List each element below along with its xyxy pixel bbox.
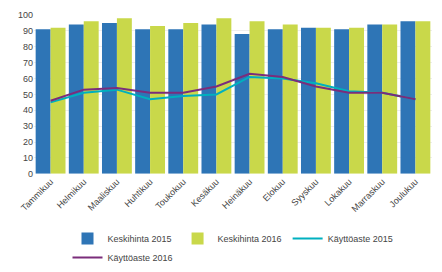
svg-text:Keskihinta 2016: Keskihinta 2016 [218, 234, 282, 244]
svg-text:Toukokuu: Toukokuu [154, 177, 188, 211]
svg-text:Kesäkuu: Kesäkuu [189, 177, 221, 209]
svg-text:Tammikuu: Tammikuu [19, 177, 55, 213]
svg-text:0: 0 [28, 169, 33, 179]
svg-text:40: 40 [23, 105, 33, 115]
svg-text:50: 50 [23, 90, 33, 100]
svg-text:70: 70 [23, 58, 33, 68]
svg-text:80: 80 [23, 42, 33, 52]
svg-text:Heinäkuu: Heinäkuu [220, 177, 254, 211]
svg-text:60: 60 [23, 74, 33, 84]
svg-text:20: 20 [23, 137, 33, 147]
svg-text:Elokuu: Elokuu [261, 177, 288, 204]
svg-text:Joulukuu: Joulukuu [387, 177, 420, 210]
svg-text:100: 100 [18, 10, 33, 20]
svg-text:90: 90 [23, 26, 33, 36]
svg-text:Syyskuu: Syyskuu [289, 177, 320, 208]
svg-text:Käyttöaste 2016: Käyttöaste 2016 [108, 253, 173, 263]
svg-text:Lokakuu: Lokakuu [323, 177, 354, 208]
svg-text:Huhtikuu: Huhtikuu [122, 177, 154, 209]
svg-text:Käyttöaste 2015: Käyttöaste 2015 [328, 234, 393, 244]
svg-text:Marraskuu: Marraskuu [350, 177, 387, 214]
svg-text:30: 30 [23, 121, 33, 131]
svg-text:10: 10 [23, 153, 33, 163]
svg-text:Keskihinta 2015: Keskihinta 2015 [108, 234, 172, 244]
svg-text:Maaliskuu: Maaliskuu [86, 177, 122, 213]
svg-text:Helmikuu: Helmikuu [55, 177, 89, 211]
